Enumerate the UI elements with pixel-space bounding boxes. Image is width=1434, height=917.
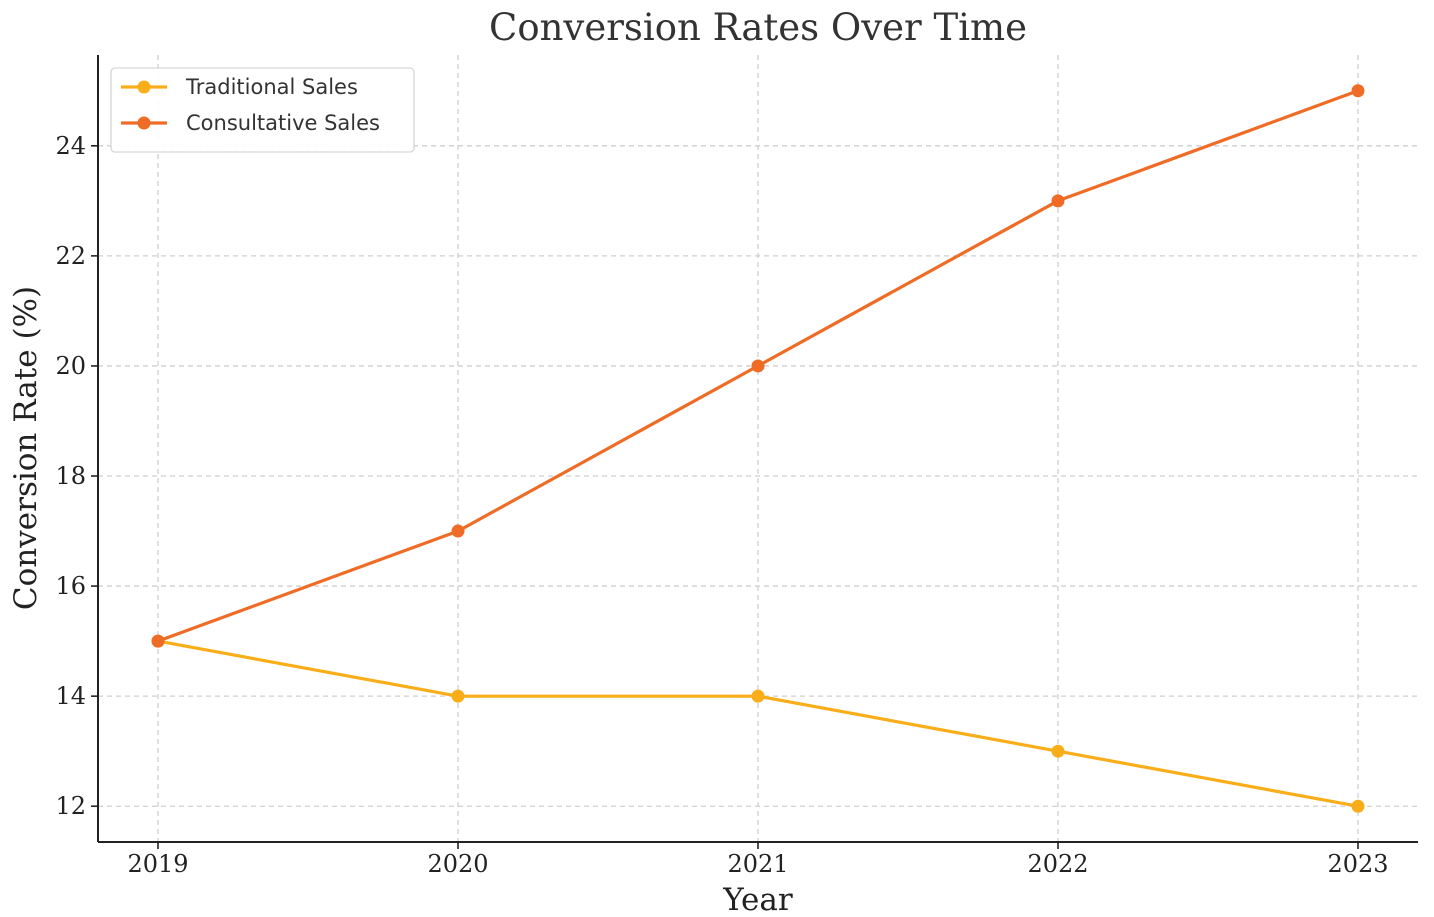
data-point-consultative-sales: [1351, 84, 1365, 98]
chart-title: Conversion Rates Over Time: [489, 6, 1027, 49]
y-tick-label: 24: [55, 132, 86, 160]
legend-box: [110, 67, 415, 153]
data-point-consultative-sales: [451, 524, 465, 538]
legend-marker-swatch: [137, 116, 151, 130]
data-point-traditional-sales: [451, 689, 465, 703]
y-tick-label: 14: [55, 682, 86, 710]
x-tick-label: 2020: [427, 850, 488, 878]
y-tick-label: 18: [55, 462, 86, 490]
y-tick-label: 12: [55, 792, 86, 820]
legend-label: Consultative Sales: [186, 111, 380, 135]
x-tick-label: 2019: [127, 850, 188, 878]
series-consultative-sales: [151, 84, 1365, 648]
y-tick-label: 22: [55, 242, 86, 270]
grid-lines: [98, 55, 1418, 842]
data-point-traditional-sales: [1351, 799, 1365, 813]
data-point-consultative-sales: [151, 634, 165, 648]
y-tick-label: 20: [55, 352, 86, 380]
legend-marker-swatch: [137, 80, 151, 94]
legend-item-consultative-sales: Consultative Sales: [121, 111, 380, 135]
y-tick-label: 16: [55, 572, 86, 600]
y-axis-label: Conversion Rate (%): [8, 286, 44, 610]
x-tick-label: 2021: [727, 850, 788, 878]
legend-label: Traditional Sales: [185, 75, 358, 99]
data-series: [151, 84, 1365, 813]
x-tick-label: 2023: [1327, 850, 1388, 878]
x-axis-label: Year: [722, 882, 793, 917]
data-point-traditional-sales: [1051, 744, 1065, 758]
legend: Traditional Sales Consultative Sales: [110, 67, 415, 153]
x-tick-label: 2022: [1027, 850, 1088, 878]
data-point-consultative-sales: [1051, 194, 1065, 208]
data-point-consultative-sales: [751, 359, 765, 373]
data-point-traditional-sales: [751, 689, 765, 703]
legend-item-traditional-sales: Traditional Sales: [121, 75, 358, 99]
